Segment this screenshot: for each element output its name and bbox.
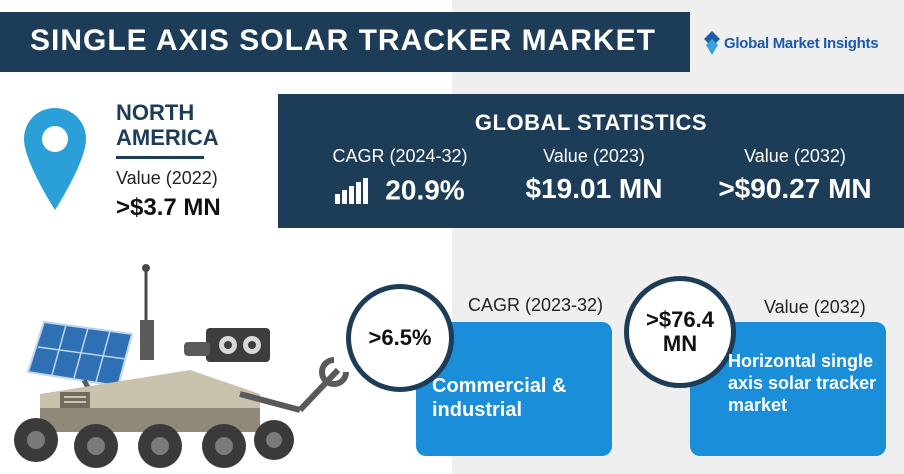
global-statistics-title: GLOBAL STATISTICS xyxy=(474,110,708,135)
segment-value: >$76.4 MN xyxy=(646,307,714,356)
segment-description: Commercial & industrial xyxy=(432,375,567,421)
stat-label: Value (2032) xyxy=(744,146,846,166)
segment-metric-label: Value (2032) xyxy=(764,297,866,317)
segment-metric-label: CAGR (2023-32) xyxy=(468,295,604,315)
stat-value-2032: Value (2032) >$90.27 MN xyxy=(690,146,900,205)
logo-mark-icon xyxy=(704,31,720,55)
stat-value: 20.9% xyxy=(385,174,465,206)
region-underline xyxy=(116,156,204,159)
page-title: SINGLE AXIS SOLAR TRACKER MARKET xyxy=(30,24,656,57)
stat-value-row: 20.9% xyxy=(300,173,500,207)
stat-label: Value (2023) xyxy=(543,146,645,166)
stat-value: $19.01 MN xyxy=(525,173,663,204)
stat-value-2023: Value (2023) $19.01 MN xyxy=(506,146,682,205)
company-logo: Global Market Insights xyxy=(704,28,879,58)
stat-label: CAGR (2024-32) xyxy=(332,146,468,166)
region-name: NORTH AMERICA xyxy=(116,100,219,150)
global-statistics-panel xyxy=(278,94,904,228)
bar-chart-icon xyxy=(335,177,369,204)
stat-cagr: CAGR (2024-32) 20.9% xyxy=(300,146,500,207)
title-bar xyxy=(0,12,690,72)
solar-rover-icon xyxy=(14,264,349,468)
region-value-label: Value (2022) xyxy=(116,168,218,188)
region-value: >$3.7 MN xyxy=(116,194,221,221)
segment-value-circle: >6.5% xyxy=(346,284,454,392)
logo-text: Global Market Insights xyxy=(724,34,879,52)
stat-value: >$90.27 MN xyxy=(718,173,872,204)
map-pin-icon xyxy=(24,108,86,210)
segment-value-circle: >$76.4 MN xyxy=(624,276,736,388)
segment-value: >6.5% xyxy=(368,325,432,350)
segment-description: Horizontal single axis solar tracker mar… xyxy=(728,351,877,415)
